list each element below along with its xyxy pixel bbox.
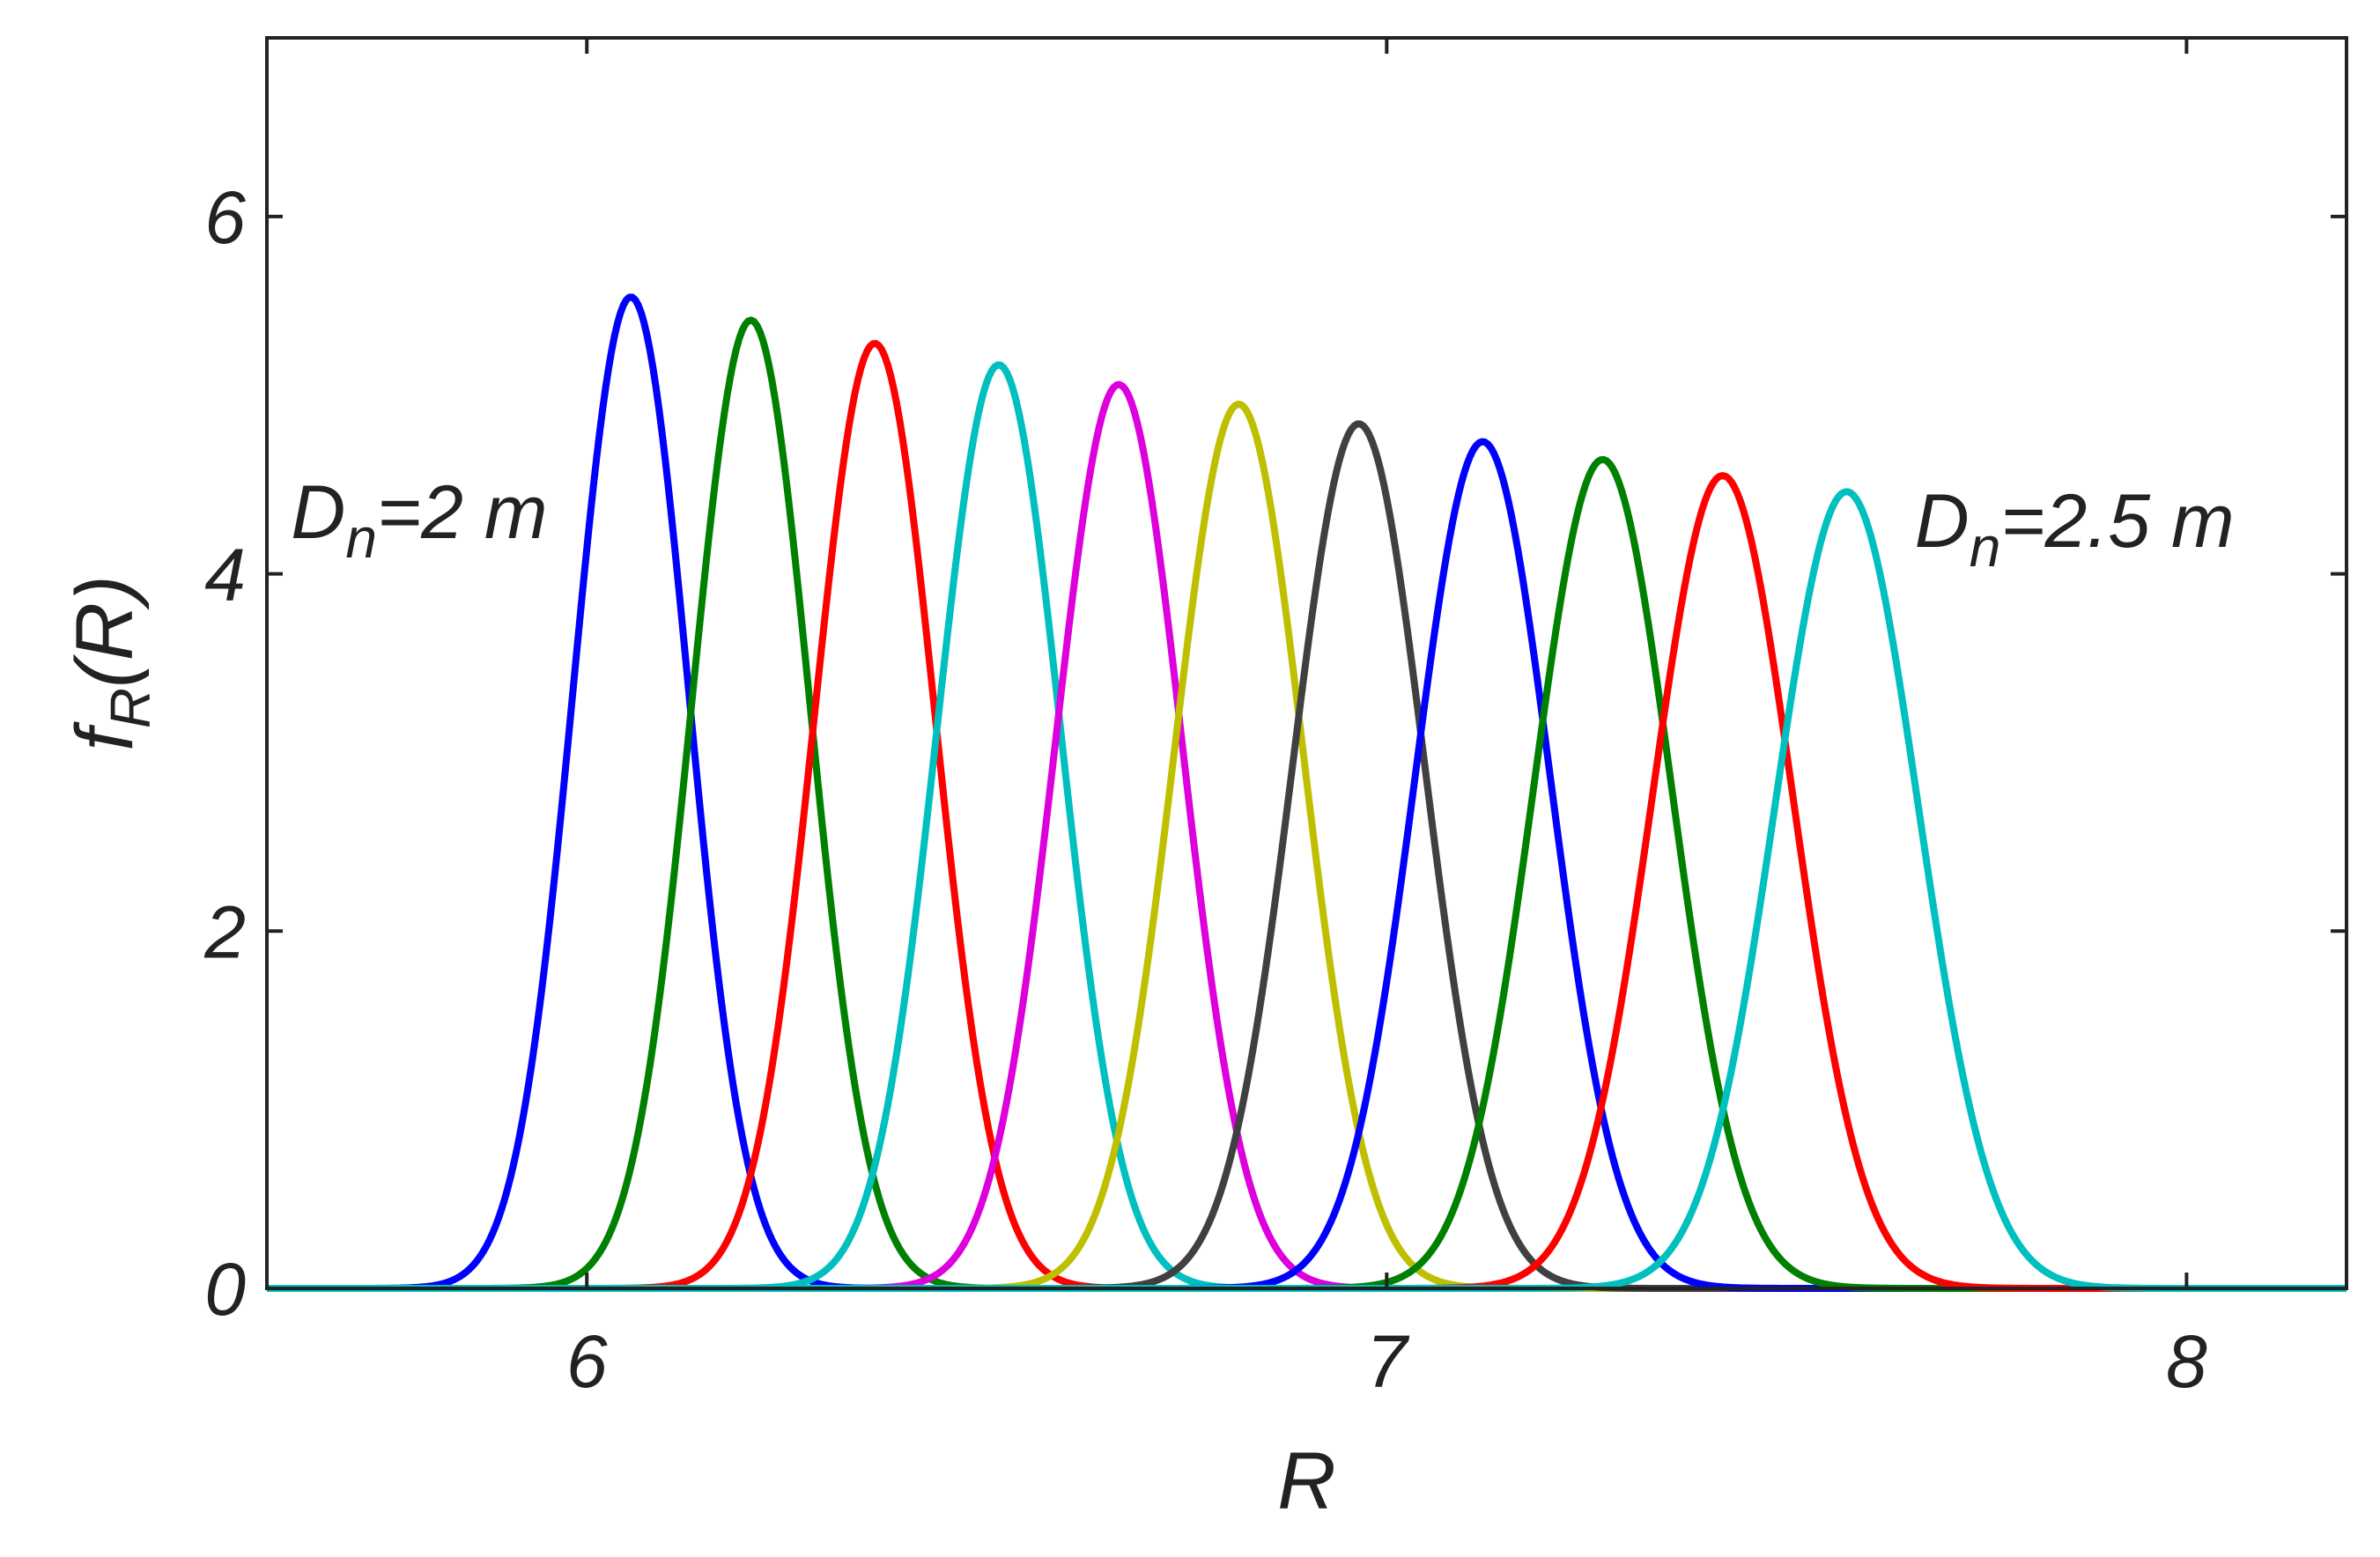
- x-tick-label-8: 8: [2166, 1320, 2207, 1403]
- annotation-dn-2-5m-subscript: n: [1970, 515, 2001, 579]
- annotation-dn-2m-suffix: =2 m: [377, 470, 548, 555]
- annotation-dn-2-5m: Dn=2.5 m: [1915, 479, 2235, 579]
- annotation-dn-2-5m-main: D: [1915, 479, 1970, 564]
- x-tick-label-7: 7: [1366, 1320, 1410, 1403]
- annotation-dn-2m-main: D: [291, 470, 345, 555]
- x-axis-label: R: [1277, 1436, 1335, 1526]
- tick-layer: 6 7 8 0 2 4 6: [203, 38, 2347, 1403]
- y-axis-label-subscript: R: [99, 688, 162, 728]
- annotation-dn-2-5m-suffix: =2.5 m: [2000, 479, 2234, 564]
- y-tick-label-0: 0: [204, 1248, 246, 1331]
- axes-box: [265, 36, 2348, 1290]
- y-tick-label-4: 4: [204, 534, 246, 616]
- y-axis-label-suffix: (R): [60, 575, 150, 688]
- y-tick-label-6: 6: [204, 176, 246, 259]
- y-tick-label-2: 2: [203, 890, 246, 973]
- annotation-dn-2m-subscript: n: [345, 506, 377, 570]
- annotation-dn-2m: Dn=2 m: [291, 470, 547, 570]
- x-tick-label-6: 6: [566, 1320, 608, 1403]
